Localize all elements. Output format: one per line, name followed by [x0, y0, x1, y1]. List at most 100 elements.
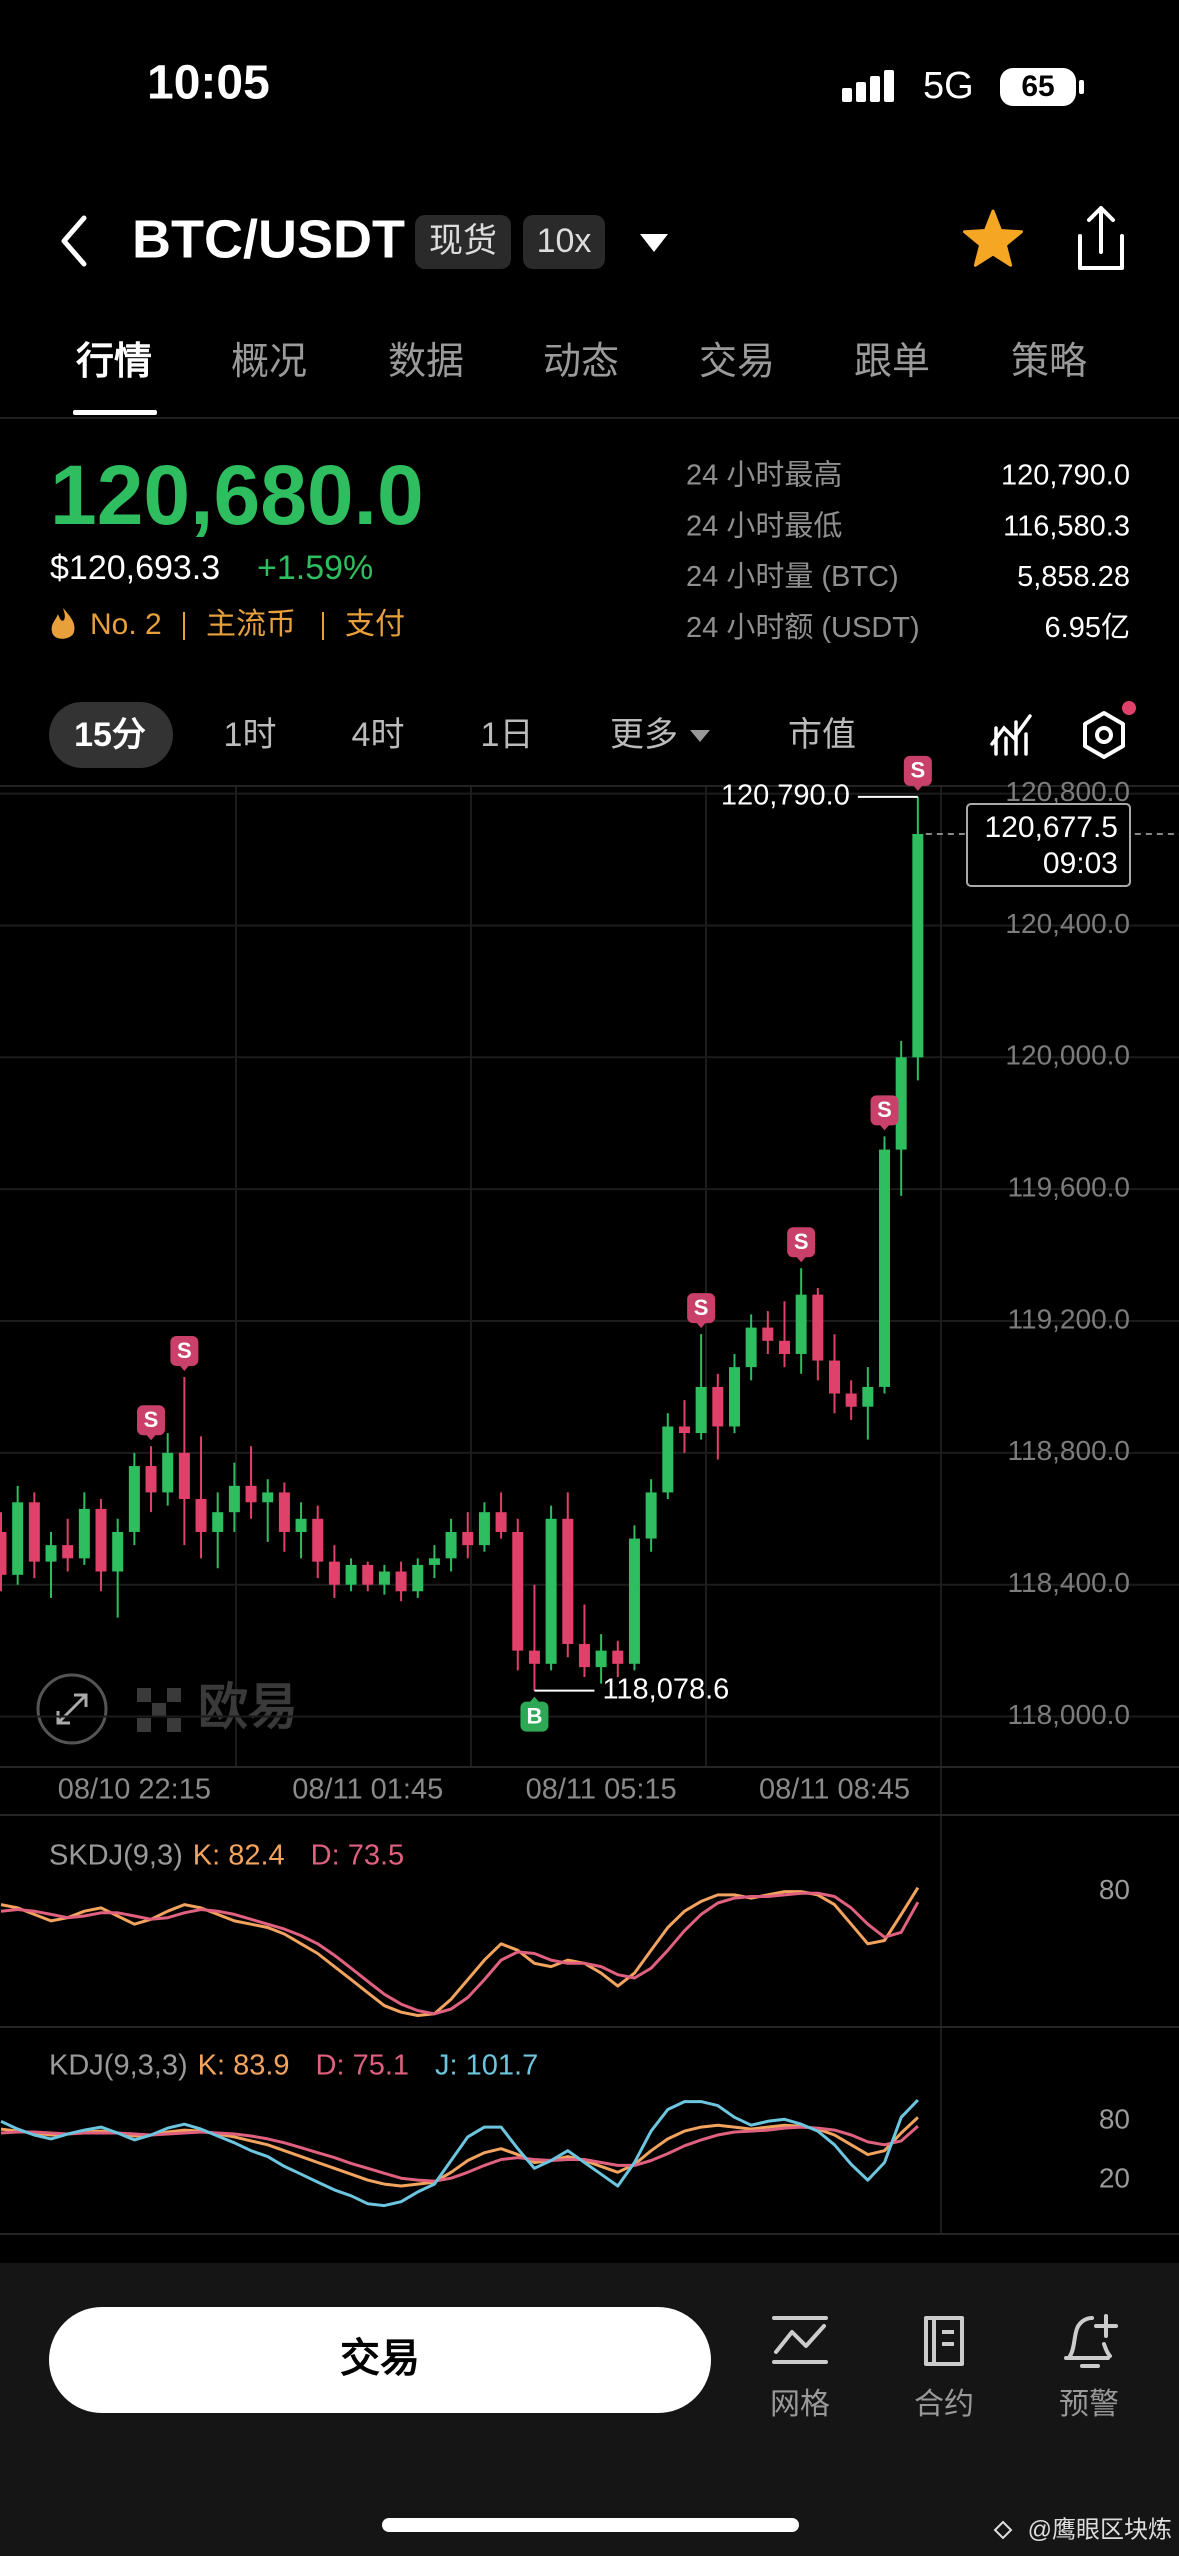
divider — [0, 785, 1179, 787]
interval[interactable]: 1时 — [224, 716, 277, 754]
interval-pill — [49, 702, 173, 768]
candle-body — [628, 1538, 640, 1664]
tab[interactable]: 动态 — [543, 341, 619, 383]
home-indicator — [382, 2518, 799, 2532]
last-price: 120,680.0 — [50, 448, 424, 542]
candle-body — [578, 1644, 590, 1668]
interval[interactable]: 15分 — [74, 716, 146, 754]
stats: 24 小时最高 120,790.0 24 小时最低 116,580.3 24 小时量 (… — [686, 459, 1130, 644]
signal-icon — [842, 70, 894, 102]
candle-body — [212, 1512, 224, 1532]
dropdown[interactable] — [640, 234, 668, 252]
signal-marker — [787, 1227, 816, 1258]
stat-label: 24 小时最低 — [686, 509, 842, 542]
more-caret — [690, 730, 710, 742]
tag[interactable]: 10x — [537, 222, 592, 260]
indicator-icon[interactable] — [990, 714, 1032, 756]
signal-label: S — [794, 1229, 809, 1254]
tag-box — [523, 215, 605, 269]
expand-button[interactable] — [36, 1673, 108, 1745]
candle-body — [345, 1564, 357, 1585]
candle-body — [595, 1650, 607, 1668]
tab[interactable]: 概况 — [231, 341, 307, 383]
candle-body — [445, 1531, 457, 1559]
contract-icon[interactable] — [924, 2316, 964, 2366]
candle-body — [312, 1518, 324, 1562]
candle-body — [562, 1518, 574, 1645]
signal-marker — [903, 755, 932, 786]
candle-body — [478, 1512, 490, 1546]
trade-button[interactable] — [49, 2307, 711, 2413]
candle-body — [762, 1327, 774, 1341]
y-tick-label: 80 — [1099, 2104, 1130, 2135]
usd-price: $120,693.3 — [50, 549, 220, 587]
candle-body — [728, 1367, 740, 1427]
trade-label: 交易 — [340, 2337, 420, 2381]
candle-body — [712, 1386, 724, 1427]
change: +1.59% — [257, 549, 373, 587]
brand: 欧易 — [198, 1679, 298, 1735]
extreme-label: 118,078.6 — [602, 1673, 729, 1705]
signal-marker — [520, 1701, 549, 1732]
last-price-label: 120,677.5 — [985, 811, 1118, 844]
signal-label: S — [177, 1338, 192, 1363]
divider — [0, 2026, 1179, 2028]
pair: BTC/USDT — [132, 209, 405, 269]
x-tick-label: 08/11 08:45 — [759, 1774, 910, 1806]
candle-body — [912, 833, 924, 1058]
grid-icon[interactable] — [772, 2316, 828, 2364]
candle-body — [0, 1531, 7, 1575]
candle-body — [395, 1571, 407, 1592]
tab[interactable]: 跟单 — [854, 341, 930, 383]
candle-body — [845, 1393, 857, 1407]
indicator-title: KDJ(9,3,3) — [49, 2050, 188, 2082]
candle-body — [112, 1531, 124, 1572]
tool-label: 预警 — [1059, 2388, 1119, 2421]
share[interactable] — [1078, 206, 1124, 270]
candle-body — [162, 1452, 174, 1493]
candle-body — [895, 1057, 907, 1150]
watermark-icon — [993, 2520, 1013, 2540]
alert-icon[interactable] — [1064, 2314, 1118, 2368]
divider — [0, 2233, 1179, 2235]
signal-label: S — [144, 1407, 159, 1432]
candle-body — [145, 1466, 157, 1493]
tab[interactable]: 数据 — [388, 341, 464, 383]
candle-body — [278, 1492, 290, 1532]
tab[interactable]: 行情 — [76, 341, 152, 383]
interval[interactable]: 更多 — [610, 716, 678, 754]
back-button[interactable] — [61, 215, 87, 267]
candle-body — [195, 1499, 207, 1532]
candle-body — [262, 1492, 274, 1503]
candle-body — [879, 1149, 891, 1387]
candle-body — [512, 1531, 524, 1651]
interval[interactable]: 市值 — [788, 716, 856, 754]
y-tick-label: 118,000.0 — [1008, 1699, 1131, 1730]
interval[interactable]: 1日 — [481, 716, 534, 754]
battery-nub — [1079, 80, 1084, 94]
expand-icon — [56, 1693, 88, 1725]
candle-body — [678, 1426, 690, 1434]
tab[interactable]: 策略 — [1011, 341, 1087, 383]
interval[interactable]: 4时 — [352, 716, 405, 754]
favorite[interactable] — [963, 209, 1023, 267]
tabs: 行情 概况 数据 动态 交易 跟单 策略 — [76, 341, 1087, 383]
y-tick-label: 119,600.0 — [1008, 1172, 1131, 1203]
candle-body — [612, 1650, 624, 1664]
countdown: 09:03 — [1043, 847, 1118, 880]
tool-label: 网格 — [770, 2388, 830, 2421]
tag: 现货 — [429, 222, 497, 260]
separator — [183, 612, 185, 640]
candle-body — [62, 1545, 74, 1559]
y-tick-label: 119,200.0 — [1008, 1303, 1131, 1334]
candle-body — [378, 1571, 390, 1585]
battery — [1000, 68, 1076, 106]
tab[interactable]: 交易 — [699, 341, 775, 383]
stat-value: 120,790.0 — [1001, 460, 1130, 492]
tab-underline — [73, 410, 157, 415]
stat-label: 24 小时量 (BTC) — [686, 560, 899, 593]
signal-marker — [170, 1336, 199, 1367]
x-tick-label: 08/11 01:45 — [292, 1774, 443, 1806]
settings-icon[interactable] — [1083, 711, 1125, 759]
